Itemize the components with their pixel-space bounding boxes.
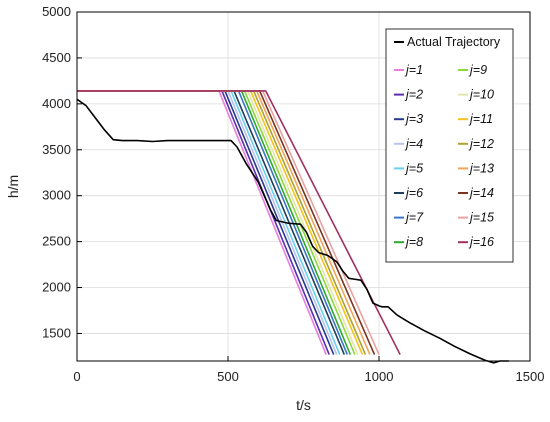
y-tick-label: 3500 <box>42 142 71 157</box>
legend-box <box>385 28 514 263</box>
actual-trajectory-layer <box>76 98 509 364</box>
legend-label-j11: j=11 <box>468 112 493 126</box>
axis-ticks: 0 500 1000 1500 1500 2000 2500 3000 3500 4000 4500… <box>42 4 544 384</box>
legend-label-actual-trajectory: Actual Trajectory <box>407 35 501 49</box>
x-tick-label: 1000 <box>365 369 394 384</box>
legend-label-j16: j=16 <box>468 235 494 249</box>
x-tick-label: 500 <box>217 369 239 384</box>
legend-label-j10: j=10 <box>468 88 494 102</box>
series-line-j10 <box>77 90 359 355</box>
series-lines <box>77 90 401 355</box>
legend-label-j14: j=14 <box>468 186 494 200</box>
x-tick-label: 0 <box>73 369 80 384</box>
y-tick-label: 4000 <box>42 96 71 111</box>
y-tick-label: 3000 <box>42 188 71 203</box>
legend-label-j3: j=3 <box>404 112 423 126</box>
y-tick-label: 2500 <box>42 234 71 249</box>
legend-label-j1: j=1 <box>404 63 423 77</box>
y-tick-label: 4500 <box>42 50 71 65</box>
legend-label-j13: j=13 <box>468 161 494 175</box>
series-line-j4 <box>77 90 338 355</box>
legend: Actual Trajectory j=1 j=2 j=3 j=4 j=5 j=6 j=7 j=… <box>385 28 514 263</box>
y-axis-label: h/m <box>5 175 21 198</box>
actual-trajectory-line <box>76 98 509 364</box>
legend-label-j6: j=6 <box>404 186 423 200</box>
y-tick-label: 5000 <box>42 4 71 19</box>
series-line-j12 <box>77 90 367 355</box>
y-tick-label: 1500 <box>42 325 71 340</box>
series-line-j16 <box>77 90 401 355</box>
legend-label-j5: j=5 <box>404 161 423 175</box>
plot-frame <box>76 11 531 362</box>
series-line-j6 <box>77 90 346 355</box>
legend-label-j4: j=4 <box>404 137 423 151</box>
series-line-j14 <box>77 90 376 355</box>
legend-label-j9: j=9 <box>468 63 487 77</box>
legend-label-j8: j=8 <box>404 235 423 249</box>
legend-label-j2: j=2 <box>404 88 423 102</box>
series-line-j13 <box>77 90 371 355</box>
legend-label-j15: j=15 <box>468 211 494 225</box>
x-axis-label: t/s <box>296 397 311 413</box>
y-tick-label: 2000 <box>42 280 71 295</box>
legend-label-j7: j=7 <box>404 211 424 225</box>
legend-label-j12: j=12 <box>468 137 494 151</box>
x-tick-label: 1500 <box>516 369 545 384</box>
